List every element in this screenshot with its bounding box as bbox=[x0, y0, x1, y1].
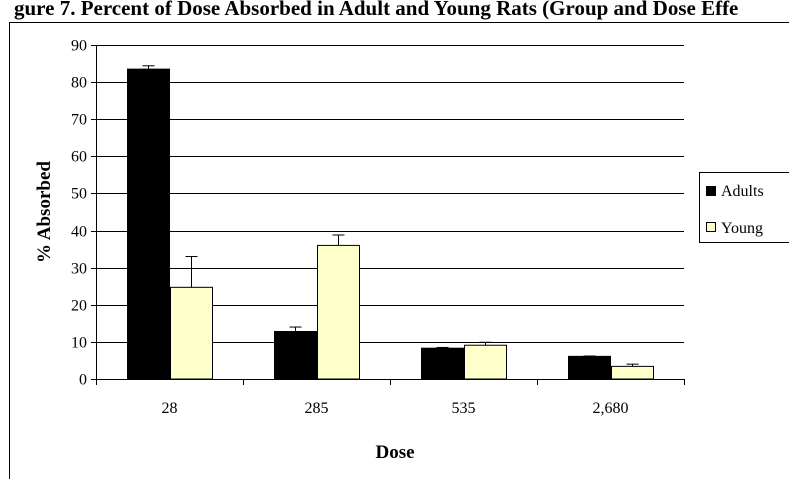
legend-swatch-young bbox=[706, 222, 716, 232]
legend-label-adults: Adults bbox=[721, 183, 764, 200]
y-tick-label: 80 bbox=[71, 75, 87, 92]
bar-young bbox=[464, 344, 507, 380]
bar-young bbox=[170, 286, 213, 380]
bar-adults bbox=[421, 347, 464, 380]
bar-young bbox=[611, 365, 654, 380]
x-tick-label: 28 bbox=[162, 400, 178, 417]
y-tick-label: 50 bbox=[71, 186, 87, 203]
chart-title: gure 7. Percent of Dose Absorbed in Adul… bbox=[14, 0, 738, 20]
axes-layer bbox=[91, 45, 685, 385]
chart-frame bbox=[9, 22, 789, 479]
bar-young bbox=[317, 244, 360, 380]
x-tick-label: 535 bbox=[452, 400, 476, 417]
y-axis-label: % Absorbed bbox=[34, 161, 55, 263]
legend-swatch-adults bbox=[706, 186, 716, 196]
x-tick-label: 285 bbox=[305, 400, 329, 417]
x-tick-label: 2,680 bbox=[593, 400, 629, 417]
y-tick-label: 40 bbox=[71, 224, 87, 241]
legend-label-young: Young bbox=[721, 220, 763, 237]
y-tick-label: 60 bbox=[71, 149, 87, 166]
y-tick-label: 20 bbox=[71, 298, 87, 315]
y-tick-label: 30 bbox=[71, 261, 87, 278]
bar-adults bbox=[274, 330, 317, 380]
y-tick-label: 70 bbox=[71, 112, 87, 129]
y-tick-label: 0 bbox=[79, 372, 87, 389]
y-tick-label: 10 bbox=[71, 335, 87, 352]
legend: Adults Young bbox=[699, 172, 789, 243]
error-bars-layer bbox=[142, 65, 639, 367]
bar-adults bbox=[127, 68, 170, 380]
bar-adults bbox=[568, 355, 611, 380]
y-tick-labels: 0 10 20 30 40 50 60 70 80 90 bbox=[71, 38, 87, 389]
x-tick-labels: 28 285 535 2,680 bbox=[162, 400, 629, 417]
x-axis-label: Dose bbox=[375, 442, 414, 463]
y-tick-label: 90 bbox=[71, 38, 87, 55]
bars-layer bbox=[127, 68, 654, 380]
